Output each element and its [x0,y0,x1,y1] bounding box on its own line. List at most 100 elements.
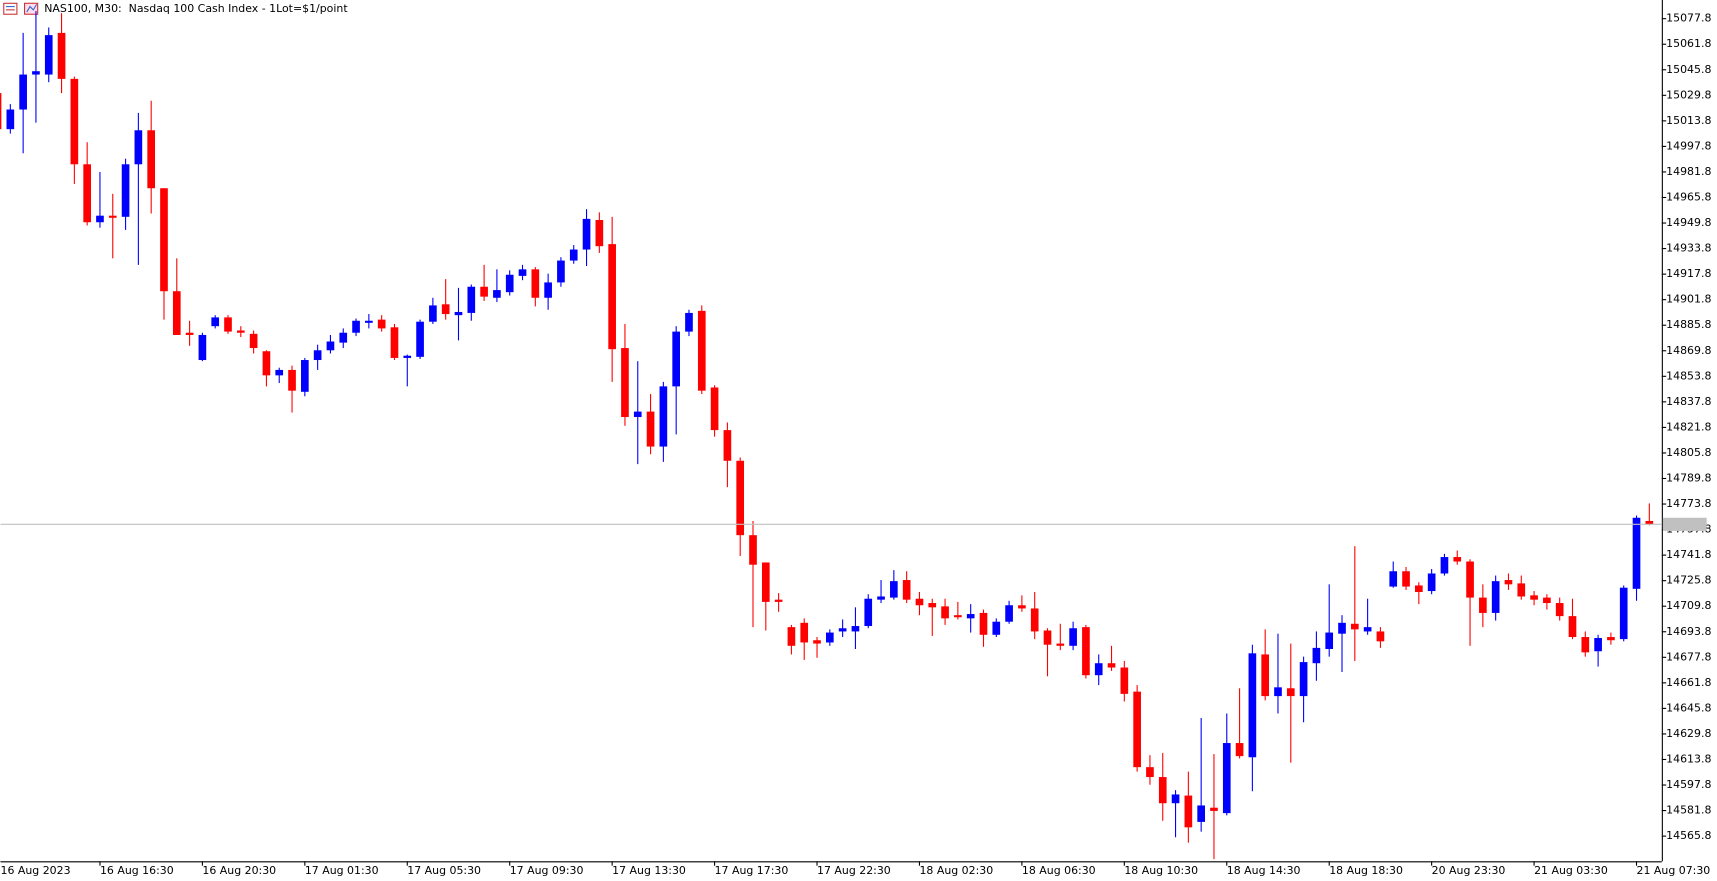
candle-body [1632,517,1641,589]
candle-body [1479,597,1487,613]
candle-body [685,312,693,332]
candle-body [941,606,949,619]
candle-body [147,130,156,189]
candle-body [454,311,463,316]
candle-body [365,320,373,323]
y-tick-label: 14965.8 [1666,190,1711,203]
y-tick-label: 14677.8 [1666,650,1711,663]
x-tick-label: 17 Aug 22:30 [817,864,891,877]
candle-body [429,305,437,322]
candle-body [1491,581,1500,613]
y-tick-label: 14853.8 [1666,369,1711,382]
y-tick-label: 14645.8 [1666,701,1711,714]
chart-icons [3,2,39,15]
candle-body [19,74,27,110]
x-tick-label: 21 Aug 07:30 [1637,864,1711,877]
candle-body [1350,623,1359,630]
candle-body [493,290,501,298]
y-tick-label: 14725.8 [1666,574,1711,587]
candle-body [633,411,642,418]
candle-body [57,32,66,79]
candle-body [954,615,962,618]
y-tick-label: 14869.8 [1666,344,1711,357]
candle-body [928,603,937,608]
candle-body [1120,667,1129,694]
candle-body [1338,622,1346,634]
candle-body [1005,605,1013,622]
candle-body [83,164,91,223]
x-tick-label: 17 Aug 17:30 [715,864,789,877]
candle-body [569,249,578,261]
candle-body [1094,663,1103,676]
candle-body [544,282,552,298]
y-tick-label: 14629.8 [1666,727,1711,740]
candle-body [352,320,360,333]
candle-body [467,286,476,313]
candle-body [1286,688,1295,697]
candle-body [1274,687,1282,697]
y-tick-label: 14805.8 [1666,446,1711,459]
y-tick-label: 14709.8 [1666,599,1711,612]
candle-body [1018,605,1026,609]
candle-body [838,628,847,632]
candle-body [377,319,386,329]
y-tick-label: 14693.8 [1666,625,1711,638]
candle-body [979,612,988,635]
y-tick-label: 14981.8 [1666,165,1711,178]
candle-body [441,304,450,315]
candle-body [224,317,232,332]
candle-body [1043,630,1052,645]
candle-body [1248,653,1257,758]
candle-body [1402,571,1410,587]
y-tick-label: 14821.8 [1666,420,1711,433]
candle-body [723,430,732,461]
x-tick-label: 17 Aug 01:30 [305,864,379,877]
candle-body [1210,807,1218,811]
candle-body [672,331,681,387]
candle-body [787,627,796,646]
candle-body [172,291,181,335]
candle-body [0,93,2,130]
candle-body [236,330,245,333]
candle-body [1389,571,1398,587]
candle-body [825,632,834,643]
candle-body [1299,662,1308,697]
candle-body [1619,587,1628,640]
candle-body [1440,557,1449,574]
candle-body [1235,743,1244,757]
y-tick-label: 15029.8 [1666,88,1711,101]
candle-body [813,640,821,644]
y-tick-label: 14741.8 [1666,548,1711,561]
x-tick-label: 20 Aug 23:30 [1432,864,1506,877]
x-tick-label: 16 Aug 20:30 [202,864,276,877]
candle-body [160,188,168,292]
candle-body [1158,777,1167,804]
candle-body [275,369,284,376]
candle-body [70,78,79,165]
x-tick-label: 17 Aug 05:30 [407,864,481,877]
candle-body [1530,595,1538,600]
candle-body [621,348,629,418]
candle-body [992,621,1001,635]
chart-title: NAS100, M30: Nasdaq 100 Cash Index - 1Lo… [44,2,348,15]
candle-body [851,626,860,632]
y-tick-label: 15077.8 [1666,12,1711,25]
candle-body [1363,627,1372,632]
y-tick-label: 15061.8 [1666,37,1711,50]
candle-body [864,598,873,627]
candle-body [1568,616,1577,638]
candle-body [1427,573,1436,592]
y-tick-label: 14917.8 [1666,267,1711,280]
y-tick-label: 14901.8 [1666,293,1711,306]
icon[interactable] [24,2,39,15]
candle-body [96,215,104,223]
candle-body [1645,520,1654,525]
candle-body [288,369,296,391]
candle-body [774,599,783,602]
y-tick-label: 14789.8 [1666,471,1711,484]
candle-body [505,274,514,293]
candle-body [6,109,15,130]
